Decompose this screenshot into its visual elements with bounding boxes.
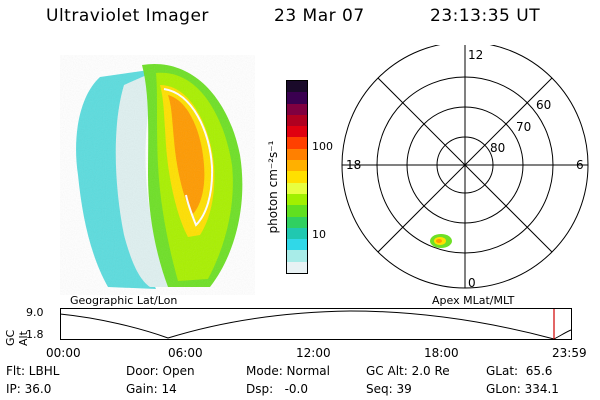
observation-date: 23 Mar 07 [274,6,365,26]
colorbar-tick-100: 100 [312,140,333,153]
ip-info: IP: 36.0 [6,382,52,396]
colorbar-segment [287,114,307,127]
colorbar [286,80,308,274]
mlat-label-70: 70 [516,120,531,134]
colorbar-segment [287,171,307,183]
colorbar-segment [287,205,307,217]
mlat-label-60: 60 [536,98,551,112]
observation-time: 23:13:35 UT [430,6,541,26]
altitude-ytick-max: 9.0 [26,306,44,319]
colorbar-segment [287,239,307,251]
seq-info: Seq: 39 [366,382,412,396]
altitude-plot [60,308,572,340]
colorbar-segment [287,137,307,149]
geo-map-label: Geographic Lat/Lon [70,294,178,307]
instrument-title: Ultraviolet Imager [46,6,209,26]
colorbar-segment [287,160,307,172]
mlt-label-0: 0 [468,276,476,290]
gc-alt-info: GC Alt: 2.0 Re [366,364,450,378]
colorbar-segment [287,103,307,115]
colorbar-segment [287,193,307,206]
colorbar-segment [287,92,307,104]
colorbar-unit-label: photon cm⁻²s⁻¹ [266,140,280,234]
mlat-label-80: 80 [490,141,505,155]
colorbar-tick-10: 10 [312,228,326,241]
colorbar-segment [287,261,307,274]
colorbar-segment [287,182,307,194]
filter-info: Flt: LBHL [6,364,60,378]
auroral-image [60,55,255,295]
altitude-ytick-min: 1.8 [26,328,44,341]
glon-info: GLon: 334.1 [486,382,559,396]
mode-info: Mode: Normal [246,364,330,378]
xtick-1800: 18:00 [424,346,459,360]
xtick-1200: 12:00 [296,346,331,360]
xtick-0600: 06:00 [168,346,203,360]
mlt-label-12: 12 [468,48,483,62]
xtick-2359: 23:59 [552,346,587,360]
mlt-label-6: 6 [576,158,584,172]
door-info: Door: Open [126,364,195,378]
mlt-label-18: 18 [346,158,361,172]
colorbar-segment [287,250,307,262]
colorbar-segment [287,216,307,228]
polar-plot: 12 18 6 0 60 70 80 [341,45,589,290]
colorbar-segment [287,81,307,93]
colorbar-segment [287,126,307,138]
gain-info: Gain: 14 [126,382,177,396]
colorbar-segment [287,227,307,240]
dsp-info: Dsp: -0.0 [246,382,309,396]
xtick-0000: 00:00 [46,346,81,360]
glat-info: GLat: 65.6 [486,364,553,378]
colorbar-segment [287,148,307,161]
polar-plot-label: Apex MLat/MLT [432,294,515,307]
